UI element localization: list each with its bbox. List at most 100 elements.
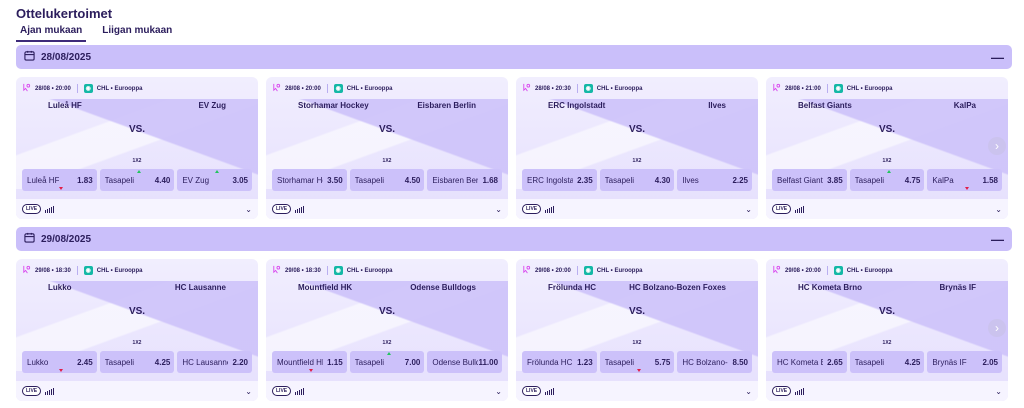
globe-icon: ◉ <box>333 84 343 93</box>
odds-button[interactable]: Tasapeli 4.25 <box>849 351 925 373</box>
odds-button[interactable]: Tasapeli 4.75 <box>849 169 925 191</box>
date-section-header[interactable]: 28/08/2025 — <box>16 45 1012 69</box>
bar-chart-icon[interactable] <box>295 205 305 213</box>
match-time: 28/08 • 20:30 <box>535 85 571 92</box>
odds-up-icon <box>387 352 391 355</box>
away-team: Ilves <box>708 101 726 110</box>
date-section-header[interactable]: 29/08/2025 — <box>16 227 1012 251</box>
odds-button[interactable]: Ilves 2.25 <box>677 169 753 191</box>
odds-button[interactable]: Brynäs IF 2.05 <box>927 351 1003 373</box>
odds-button[interactable]: KalPa 1.58 <box>927 169 1003 191</box>
tab-by-time[interactable]: Ajan mukaan <box>16 24 87 42</box>
league-name: CHL • Eurooppa <box>846 267 893 274</box>
odds-label: Tasapeli <box>604 175 635 185</box>
match-card[interactable]: 28/08 • 21:00 ◉ CHL • Eurooppa Belfast Gian… <box>766 77 1008 219</box>
odds-label: Eisbaren Berlin <box>432 175 479 185</box>
teams: Frölunda HC HC Bolzano-Bozen Foxes <box>516 283 758 292</box>
chevron-down-icon[interactable]: ⌄ <box>495 204 502 214</box>
odds-button[interactable]: Mountfield HK 1.15 <box>272 351 347 373</box>
odds-button[interactable]: Tasapeli 4.40 <box>99 169 175 191</box>
match-card[interactable]: 28/08 • 20:00 ◉ CHL • Eurooppa Storhamar Ho… <box>266 77 508 219</box>
odds-button[interactable]: Frölunda HC 1.23 <box>522 351 597 373</box>
odds-button[interactable]: Belfast Giants 3.85 <box>772 169 847 191</box>
odds-button[interactable]: HC Lausanne 2.20 <box>177 351 253 373</box>
match-card[interactable]: 28/08 • 20:00 ◉ CHL • Eurooppa Luleå HF EV Z… <box>16 77 258 219</box>
odds-button[interactable]: Eisbaren Berlin1.68 <box>427 169 503 191</box>
bar-chart-icon[interactable] <box>45 205 55 213</box>
odds-up-icon <box>214 170 219 173</box>
tab-by-league[interactable]: Liigan mukaan <box>102 25 173 36</box>
odds-value: 2.25 <box>732 175 749 185</box>
odds-button[interactable]: Tasapeli 5.75 <box>599 351 675 373</box>
match-meta: 29/08 • 20:00 ◉ CHL • Eurooppa <box>522 265 642 276</box>
odds-value: 4.40 <box>154 175 171 185</box>
match-time: 29/08 • 18:30 <box>35 267 71 274</box>
away-team: KalPa <box>953 101 976 110</box>
teams: ERC Ingolstadt Ilves <box>516 101 758 110</box>
minus-icon[interactable]: — <box>991 49 1004 65</box>
away-team: Eisbaren Berlin <box>417 101 476 110</box>
odds-label: HC Kometa Brno <box>777 357 823 367</box>
match-card[interactable]: 29/08 • 18:30 ◉ CHL • Eurooppa Lukko HC Laus… <box>16 259 258 401</box>
chevron-down-icon[interactable]: ⌄ <box>495 386 502 396</box>
odds-button[interactable]: Luleå HF 1.83 <box>22 169 97 191</box>
bar-chart-icon[interactable] <box>795 387 805 395</box>
vs-label: VS. <box>128 306 146 317</box>
bar-chart-icon[interactable] <box>545 387 555 395</box>
match-time: 28/08 • 21:00 <box>785 85 821 92</box>
match-card[interactable]: 28/08 • 20:30 ◉ CHL • Eurooppa ERC Ingolsta… <box>516 77 758 219</box>
odds-button[interactable]: Tasapeli 4.50 <box>349 169 425 191</box>
view-tabs: Ajan mukaan Liigan mukaan <box>16 24 176 42</box>
away-team: EV Zug <box>198 101 226 110</box>
match-card[interactable]: 29/08 • 20:00 ◉ CHL • Eurooppa HC Kometa Br… <box>766 259 1008 401</box>
odds-button[interactable]: Lukko 2.45 <box>22 351 97 373</box>
odds-label: Storhamar Hockey <box>277 175 323 185</box>
bar-chart-icon[interactable] <box>545 205 555 213</box>
match-card[interactable]: 29/08 • 20:00 ◉ CHL • Eurooppa Frölunda HC H… <box>516 259 758 401</box>
odds-label: Tasapeli <box>104 175 135 185</box>
bet-builder-icon[interactable] <box>772 265 781 276</box>
odds-button[interactable]: Tasapeli 4.30 <box>599 169 675 191</box>
odds-button[interactable]: Tasapeli 4.25 <box>99 351 175 373</box>
chevron-down-icon[interactable]: ⌄ <box>245 204 252 214</box>
odds-up-icon <box>887 170 891 173</box>
bet-builder-icon[interactable] <box>272 265 281 276</box>
odds-button[interactable]: Tasapeli 7.00 <box>349 351 425 373</box>
odds-button[interactable]: HC Bolzano-Bozen Foxes 8.50 <box>677 351 753 373</box>
bet-builder-icon[interactable] <box>522 83 531 94</box>
match-carousel: 29/08 • 18:30 ◉ CHL • Eurooppa Lukko HC Laus… <box>16 259 1012 401</box>
chevron-down-icon[interactable]: ⌄ <box>745 204 752 214</box>
chevron-down-icon[interactable]: ⌄ <box>995 204 1002 214</box>
odds-button[interactable]: HC Kometa Brno 2.65 <box>772 351 847 373</box>
market-label: 1X2 <box>132 340 142 346</box>
chevron-down-icon[interactable]: ⌄ <box>995 386 1002 396</box>
odds-label: Luleå HF <box>27 175 60 185</box>
bar-chart-icon[interactable] <box>45 387 55 395</box>
odds-button[interactable]: Odense Bulldogs11.00 <box>427 351 503 373</box>
bet-builder-icon[interactable] <box>772 83 781 94</box>
bet-builder-icon[interactable] <box>522 265 531 276</box>
odds-button[interactable]: Storhamar Hockey 3.50 <box>272 169 347 191</box>
league-name: CHL • Eurooppa <box>96 267 143 274</box>
live-badge: LIVE <box>522 386 542 396</box>
bet-builder-icon[interactable] <box>22 83 31 94</box>
chevron-right-icon[interactable]: › <box>988 319 1006 337</box>
chevron-down-icon[interactable]: ⌄ <box>245 386 252 396</box>
odds-value: 11.00 <box>478 357 499 367</box>
bet-builder-icon[interactable] <box>272 83 281 94</box>
chevron-down-icon[interactable]: ⌄ <box>745 386 752 396</box>
odds-label: Ilves <box>682 175 699 185</box>
odds-button[interactable]: EV Zug 3.05 <box>177 169 253 191</box>
match-card[interactable]: 29/08 • 18:30 ◉ CHL • Eurooppa Mountfield H… <box>266 259 508 401</box>
bet-builder-icon[interactable] <box>22 265 31 276</box>
odds-value: 7.00 <box>404 357 421 367</box>
bar-chart-icon[interactable] <box>295 387 305 395</box>
teams: Lukko HC Lausanne <box>16 283 258 292</box>
odds-button[interactable]: ERC Ingolstadt 2.35 <box>522 169 597 191</box>
live-badge: LIVE <box>772 204 792 214</box>
league-name: CHL • Eurooppa <box>596 85 643 92</box>
league-name: CHL • Eurooppa <box>346 267 393 274</box>
chevron-right-icon[interactable]: › <box>988 137 1006 155</box>
bar-chart-icon[interactable] <box>795 205 805 213</box>
minus-icon[interactable]: — <box>991 231 1004 247</box>
